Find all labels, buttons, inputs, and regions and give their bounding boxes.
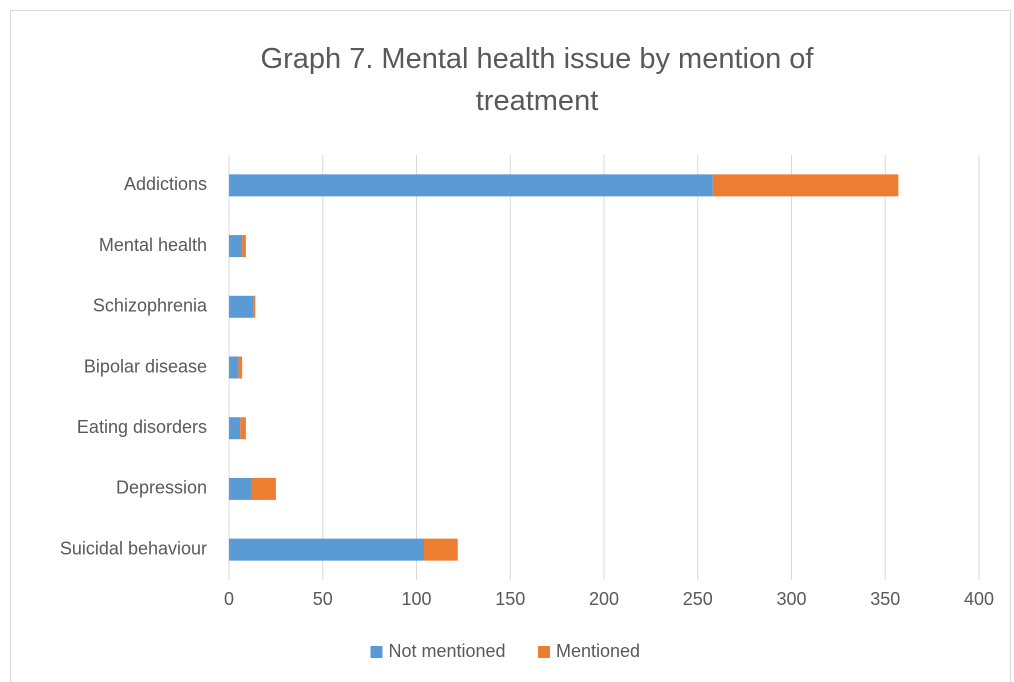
bar — [229, 477, 252, 500]
y-tick-label: Schizophrenia — [93, 296, 208, 316]
legend-label: Mentioned — [556, 641, 640, 661]
bar — [229, 235, 243, 258]
x-tick-label: 50 — [313, 589, 333, 609]
x-tick-label: 350 — [870, 589, 900, 609]
legend-label: Not mentioned — [389, 641, 506, 661]
chart-title: Graph 7. Mental health issue by mention … — [260, 43, 814, 117]
bar — [240, 417, 246, 440]
bar — [712, 174, 899, 197]
y-tick-label: Addictions — [124, 174, 207, 194]
x-tick-label: 200 — [589, 589, 619, 609]
bar — [242, 235, 246, 258]
legend-swatch — [370, 646, 383, 658]
bar — [238, 356, 243, 379]
bar — [424, 538, 458, 561]
bar — [229, 356, 239, 379]
y-tick-label: Suicidal behaviour — [60, 538, 207, 558]
bar — [229, 295, 254, 318]
bar — [229, 417, 241, 440]
y-tick-label: Bipolar disease — [84, 356, 207, 376]
x-tick-label: 300 — [776, 589, 806, 609]
x-tick-label: 150 — [495, 589, 525, 609]
bar — [253, 295, 256, 318]
x-tick-label: 0 — [224, 589, 234, 609]
chart-border — [10, 10, 1011, 682]
bar — [229, 174, 713, 197]
bar — [229, 538, 424, 561]
y-tick-label: Depression — [116, 478, 207, 498]
x-tick-label: 100 — [401, 589, 431, 609]
y-tick-label: Mental health — [99, 235, 207, 255]
x-tick-label: 400 — [964, 589, 994, 609]
bar — [251, 477, 276, 500]
x-tick-label: 250 — [683, 589, 713, 609]
legend-swatch — [538, 646, 550, 658]
y-tick-label: Eating disorders — [77, 417, 207, 437]
